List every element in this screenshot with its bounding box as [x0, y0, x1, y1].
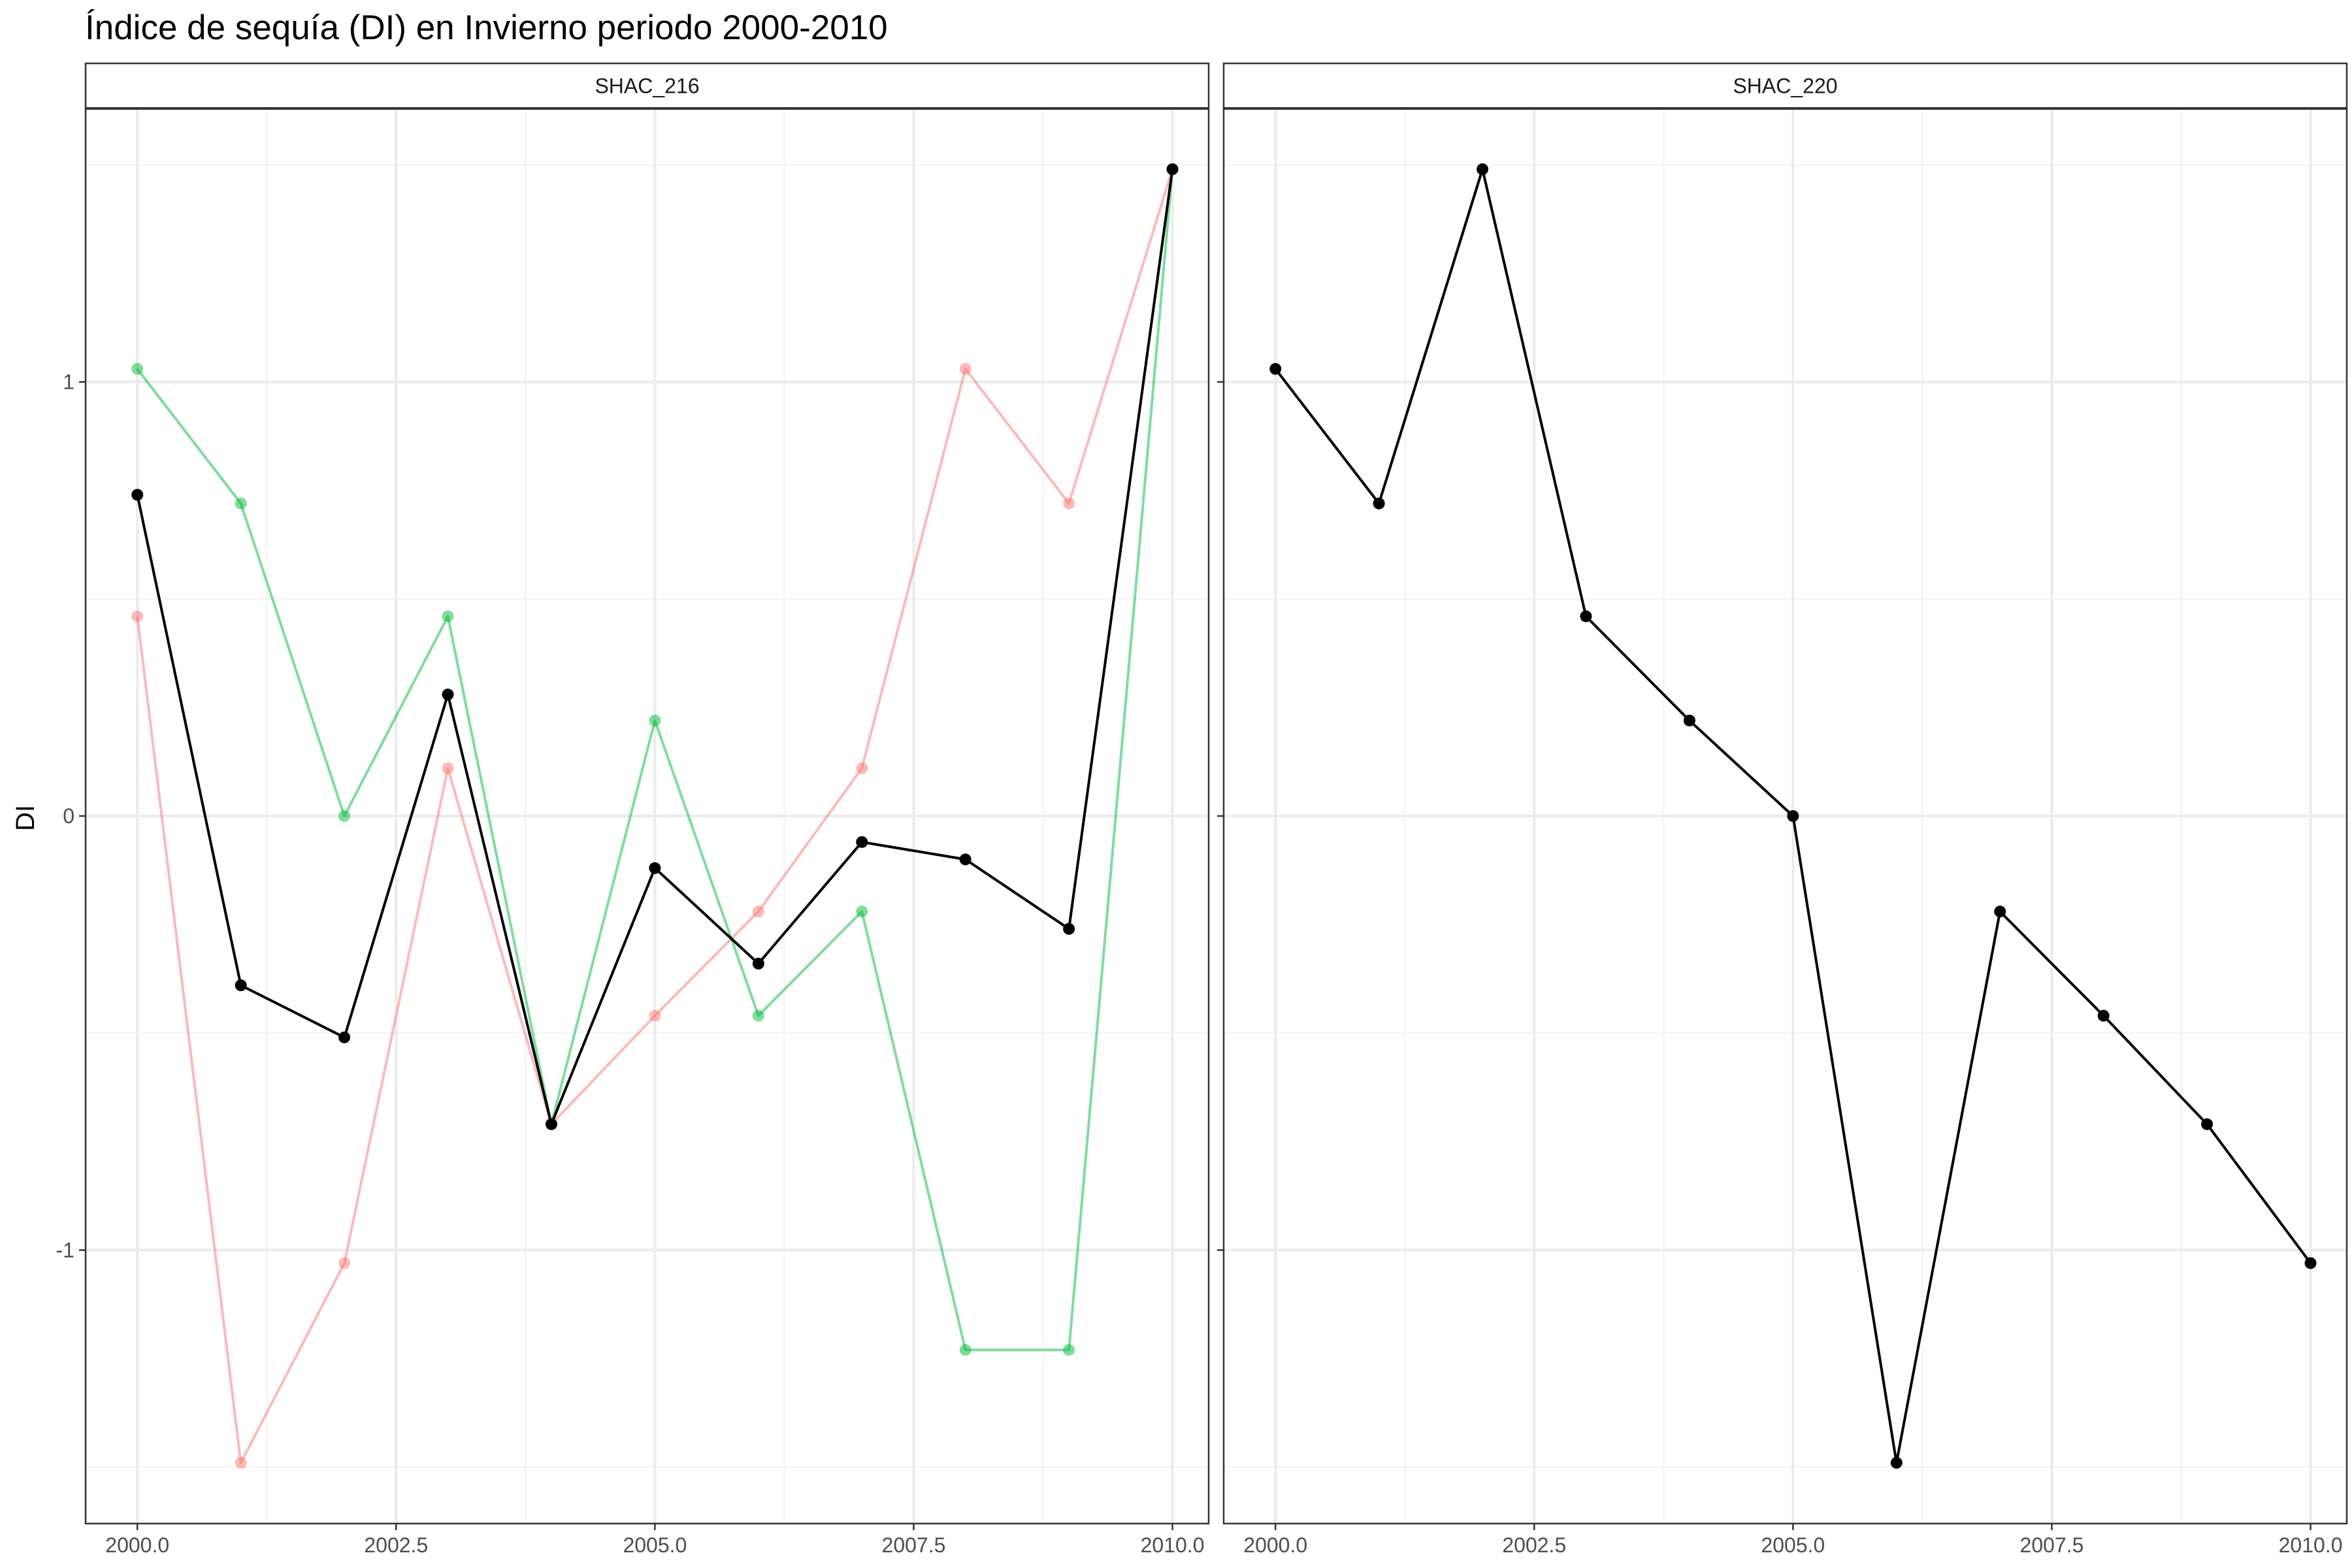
data-point — [959, 363, 972, 375]
data-point — [442, 610, 454, 623]
data-point — [235, 979, 247, 992]
panels: SHAC_216 2000.0 2002.5 2005.0 2007.5 2010.0 -1… — [56, 62, 2348, 1557]
x-tick-label: 2007.5 — [882, 1533, 946, 1557]
x-tick-label: 2007.5 — [2020, 1533, 2084, 1557]
data-point — [442, 762, 454, 774]
x-tick-label: 2002.5 — [364, 1533, 428, 1557]
data-point — [1373, 497, 1385, 510]
data-point — [338, 1031, 351, 1043]
data-point — [131, 610, 144, 623]
data-point — [856, 836, 868, 848]
facet-strip-label: SHAC_220 — [1733, 74, 1837, 98]
data-point — [235, 1456, 247, 1469]
data-point — [752, 957, 764, 970]
data-point — [338, 810, 351, 822]
x-tick-label: 2000.0 — [105, 1533, 169, 1557]
data-point — [2304, 1257, 2317, 1269]
data-point — [1890, 1456, 1903, 1469]
x-tick-label: 2005.0 — [623, 1533, 687, 1557]
data-point — [338, 1257, 351, 1269]
data-point — [1787, 810, 1799, 822]
data-point — [1683, 714, 1695, 727]
y-tick-label: -1 — [56, 1238, 74, 1262]
chart-title: Índice de sequía (DI) en Invierno period… — [85, 8, 888, 47]
data-point — [1580, 610, 1592, 623]
data-point — [235, 497, 247, 510]
data-point — [959, 1344, 972, 1356]
data-point — [1063, 497, 1075, 510]
data-point — [2201, 1118, 2213, 1130]
x-tick-label: 2010.0 — [1141, 1533, 1205, 1557]
data-point — [1063, 1344, 1075, 1356]
data-point — [1994, 906, 2006, 918]
data-point — [752, 1009, 764, 1022]
data-point — [856, 906, 868, 918]
data-point — [1269, 363, 1282, 375]
x-tick-label: 2005.0 — [1761, 1533, 1825, 1557]
data-point — [752, 906, 764, 918]
data-point — [1477, 163, 1489, 176]
data-point — [649, 862, 661, 874]
y-tick-label: 1 — [63, 370, 74, 394]
y-tick-label: 0 — [63, 804, 74, 828]
panel-shac_220: SHAC_220 2000.0 2002.5 2005.0 2007.5 2010.0 — [1217, 62, 2348, 1557]
data-point — [131, 363, 144, 375]
data-point — [545, 1118, 557, 1130]
data-point — [131, 489, 144, 501]
x-tick-label: 2002.5 — [1502, 1533, 1566, 1557]
x-tick-label: 2010.0 — [2279, 1533, 2343, 1557]
data-point — [1063, 923, 1075, 935]
data-point — [2097, 1009, 2110, 1022]
y-axis-title: DI — [11, 805, 40, 831]
data-point — [1166, 163, 1179, 176]
data-point — [649, 714, 661, 727]
data-point — [442, 688, 454, 700]
panel-shac_216: SHAC_216 2000.0 2002.5 2005.0 2007.5 2010.0 -1… — [56, 62, 1210, 1557]
data-point — [959, 853, 972, 866]
x-tick-label: 2000.0 — [1243, 1533, 1307, 1557]
data-point — [649, 1009, 661, 1022]
facet-strip — [1222, 62, 2348, 110]
facet-strip-label: SHAC_216 — [595, 74, 699, 98]
facet-strip — [84, 62, 1210, 110]
data-point — [856, 762, 868, 774]
